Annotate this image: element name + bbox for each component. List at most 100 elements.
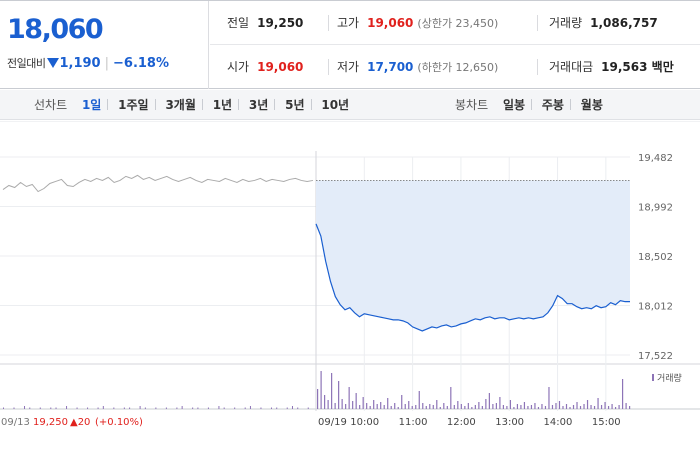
volume-bar bbox=[369, 406, 371, 409]
volume-bar-prev bbox=[207, 407, 209, 409]
volume-bar bbox=[565, 404, 568, 409]
diff-rate: −6.18% bbox=[113, 56, 169, 71]
volume-bar bbox=[492, 404, 494, 409]
period-3y[interactable]: 3년 bbox=[248, 98, 269, 112]
period-1y[interactable]: 1년 bbox=[212, 98, 233, 112]
volume-bar-prev bbox=[234, 407, 236, 409]
volume-bar bbox=[373, 400, 375, 409]
x-tick-label: 12:00 bbox=[447, 417, 476, 428]
volume-bar bbox=[408, 401, 410, 409]
diff-label: 전일대비 bbox=[7, 57, 46, 70]
today-date-label: 09/19 bbox=[318, 417, 347, 428]
volume-bar bbox=[345, 404, 347, 409]
volume-bar bbox=[579, 406, 582, 409]
upper-limit-note: (상한가 23,450) bbox=[417, 17, 499, 30]
volume-bar bbox=[348, 387, 350, 409]
volume-bar bbox=[544, 406, 547, 409]
period-5y[interactable]: 5년 bbox=[285, 98, 305, 112]
period-bar: 선차트 1일 1주일 3개월 1년 3년 5년 10년 봉차트 일봉 주봉 월봉 bbox=[0, 90, 700, 120]
volume-bar bbox=[629, 406, 631, 409]
volume-bar bbox=[614, 407, 617, 409]
volume-bar bbox=[467, 403, 469, 409]
diff-amount: 1,190 bbox=[59, 56, 101, 71]
intraday-chart[interactable]: 19,482 18,992 18,502 18,012 17,522 거래량 09/13 19… bbox=[0, 121, 700, 450]
volume-bar bbox=[376, 404, 378, 409]
volume-bar bbox=[558, 401, 561, 409]
volume-bar bbox=[366, 403, 368, 409]
period-3m[interactable]: 3개월 bbox=[165, 98, 196, 112]
volume-bar-prev bbox=[165, 407, 167, 409]
prev-rate-label: (+0.10%) bbox=[95, 417, 143, 428]
volume-bar bbox=[359, 405, 361, 409]
prev-close-value: 19,250 bbox=[257, 16, 304, 30]
volume-bar bbox=[387, 398, 389, 409]
volume-bar-prev bbox=[29, 407, 31, 409]
volume-bar-prev bbox=[297, 407, 299, 409]
volume-bar bbox=[485, 399, 487, 409]
volume-bar bbox=[383, 405, 385, 409]
volume-bar bbox=[600, 405, 603, 409]
volume-bar-prev bbox=[192, 407, 194, 409]
divider bbox=[569, 99, 571, 110]
volume-bar bbox=[569, 407, 571, 409]
divider bbox=[154, 99, 156, 110]
volume-bar bbox=[436, 400, 438, 409]
price-box: 18,060 전일대비 1,190 | −6.18% bbox=[0, 1, 209, 89]
volume-bar bbox=[516, 404, 519, 409]
change-area-fill bbox=[316, 180, 630, 331]
prev-close-label: 전일 bbox=[227, 16, 250, 30]
volume-bar-prev bbox=[139, 406, 141, 409]
period-1w[interactable]: 1주일 bbox=[118, 98, 149, 112]
volume-bar bbox=[331, 373, 333, 409]
volume-bar-prev bbox=[276, 407, 278, 409]
volume-bar bbox=[597, 398, 599, 409]
volume-bar-prev bbox=[97, 407, 99, 409]
info-row-1: 전일 19,250 고가 19,060 (상한가 23,450) 거래량 1,086,7… bbox=[210, 1, 700, 45]
volume-bar bbox=[513, 407, 515, 409]
volume-bar bbox=[415, 405, 417, 409]
x-tick-label: 14:00 bbox=[544, 417, 573, 428]
volume-bar bbox=[548, 387, 550, 409]
candle-chart-options: 봉차트 일봉 주봉 월봉 bbox=[455, 90, 603, 120]
volume-bar bbox=[317, 389, 319, 409]
volume-bar-prev bbox=[249, 406, 251, 409]
volume-bar bbox=[352, 401, 354, 409]
volume-bar bbox=[530, 405, 533, 409]
volume-bar bbox=[593, 406, 596, 409]
high-label: 고가 bbox=[337, 16, 360, 30]
volume-bar bbox=[443, 403, 445, 409]
volume-bar bbox=[320, 371, 322, 409]
volume-bar-prev bbox=[291, 406, 293, 409]
today-price-line bbox=[315, 223, 630, 332]
open-label: 시가 bbox=[227, 60, 250, 74]
volume-bar bbox=[429, 404, 431, 409]
high-price: 고가 19,060 (상한가 23,450) bbox=[328, 1, 498, 45]
period-10y[interactable]: 10년 bbox=[321, 98, 350, 112]
volume-bar-prev bbox=[3, 407, 4, 409]
period-1d[interactable]: 1일 bbox=[81, 98, 102, 112]
prev-day-series bbox=[2, 174, 314, 193]
candle-daily[interactable]: 일봉 bbox=[502, 98, 526, 112]
volume-bar-prev bbox=[197, 407, 199, 409]
volume-bar bbox=[457, 401, 459, 409]
volume-bar bbox=[520, 405, 522, 409]
volume-bar bbox=[583, 404, 585, 409]
volume-bar bbox=[446, 406, 448, 409]
open-price: 시가 19,060 bbox=[227, 45, 303, 89]
y-tick-label: 17,522 bbox=[638, 351, 673, 362]
volume-bar-prev bbox=[66, 406, 68, 409]
divider bbox=[537, 15, 538, 31]
candle-weekly[interactable]: 주봉 bbox=[541, 98, 564, 112]
prev-day-line bbox=[2, 174, 314, 193]
divider bbox=[201, 99, 203, 110]
volume-bar bbox=[397, 407, 399, 409]
volume-bar bbox=[432, 405, 434, 409]
volume-bar bbox=[607, 406, 610, 409]
candle-monthly[interactable]: 월봉 bbox=[580, 98, 603, 112]
volume-bar-prev bbox=[76, 407, 78, 409]
volume-bar-prev bbox=[181, 406, 183, 409]
volume-bar bbox=[481, 406, 483, 409]
volume-bar bbox=[625, 403, 627, 409]
x-tick-label: 10:00 bbox=[350, 417, 379, 428]
prev-change-label: ▲20 bbox=[70, 417, 90, 428]
